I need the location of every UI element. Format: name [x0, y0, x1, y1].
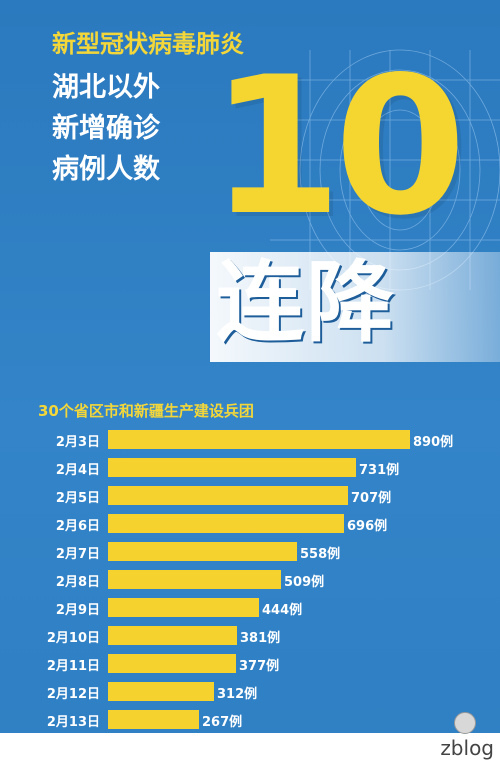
category-label: 2月12日	[46, 687, 100, 702]
value-label: 558例	[300, 547, 341, 562]
emblem-icon	[454, 712, 476, 734]
value-label: 312例	[217, 687, 258, 702]
watermark: zblog	[440, 736, 494, 760]
category-label: 2月5日	[55, 491, 100, 506]
category-label: 2月10日	[46, 631, 100, 646]
bar	[108, 570, 281, 589]
value-label: 377例	[239, 659, 280, 674]
value-label: 707例	[351, 491, 392, 506]
category-label: 2月8日	[55, 575, 100, 590]
bar-chart: 2月3日 890例 2月4日 731例 2月5日 707例 2月6日 696例 2月7日 558例…	[0, 426, 500, 730]
bar	[108, 458, 356, 477]
value-label: 890例	[413, 435, 454, 450]
value-label: 731例	[359, 463, 400, 478]
banner-band	[210, 252, 500, 362]
category-label: 2月11日	[46, 659, 100, 674]
category-label: 2月7日	[55, 547, 100, 562]
bar	[108, 654, 236, 673]
value-label: 444例	[262, 603, 303, 618]
category-label: 2月6日	[55, 519, 100, 534]
value-label: 696例	[347, 519, 388, 534]
bar	[108, 430, 410, 449]
footer-strip	[0, 733, 500, 763]
headline-new-confirmed: 新增确诊	[52, 113, 160, 144]
banner-text: 连降	[216, 251, 397, 354]
chart-title: 30个省区市和新疆生产建设兵团	[38, 402, 254, 420]
headline-region: 湖北以外	[52, 72, 160, 103]
bar	[108, 486, 348, 505]
big-number: 10	[210, 36, 466, 257]
category-label: 2月4日	[55, 463, 100, 478]
bar	[108, 626, 237, 645]
bar	[108, 514, 344, 533]
value-label: 509例	[284, 575, 325, 590]
category-label: 2月3日	[55, 435, 100, 450]
bar	[108, 682, 214, 701]
bar	[108, 542, 297, 561]
value-label: 267例	[202, 715, 243, 730]
headline-case-count: 病例人数	[52, 154, 160, 185]
headline-disease: 新型冠状病毒肺炎	[52, 30, 244, 58]
bar	[108, 710, 199, 729]
bar	[108, 598, 259, 617]
category-label: 2月9日	[55, 603, 100, 618]
category-label: 2月13日	[46, 715, 100, 730]
value-label: 381例	[240, 631, 281, 646]
